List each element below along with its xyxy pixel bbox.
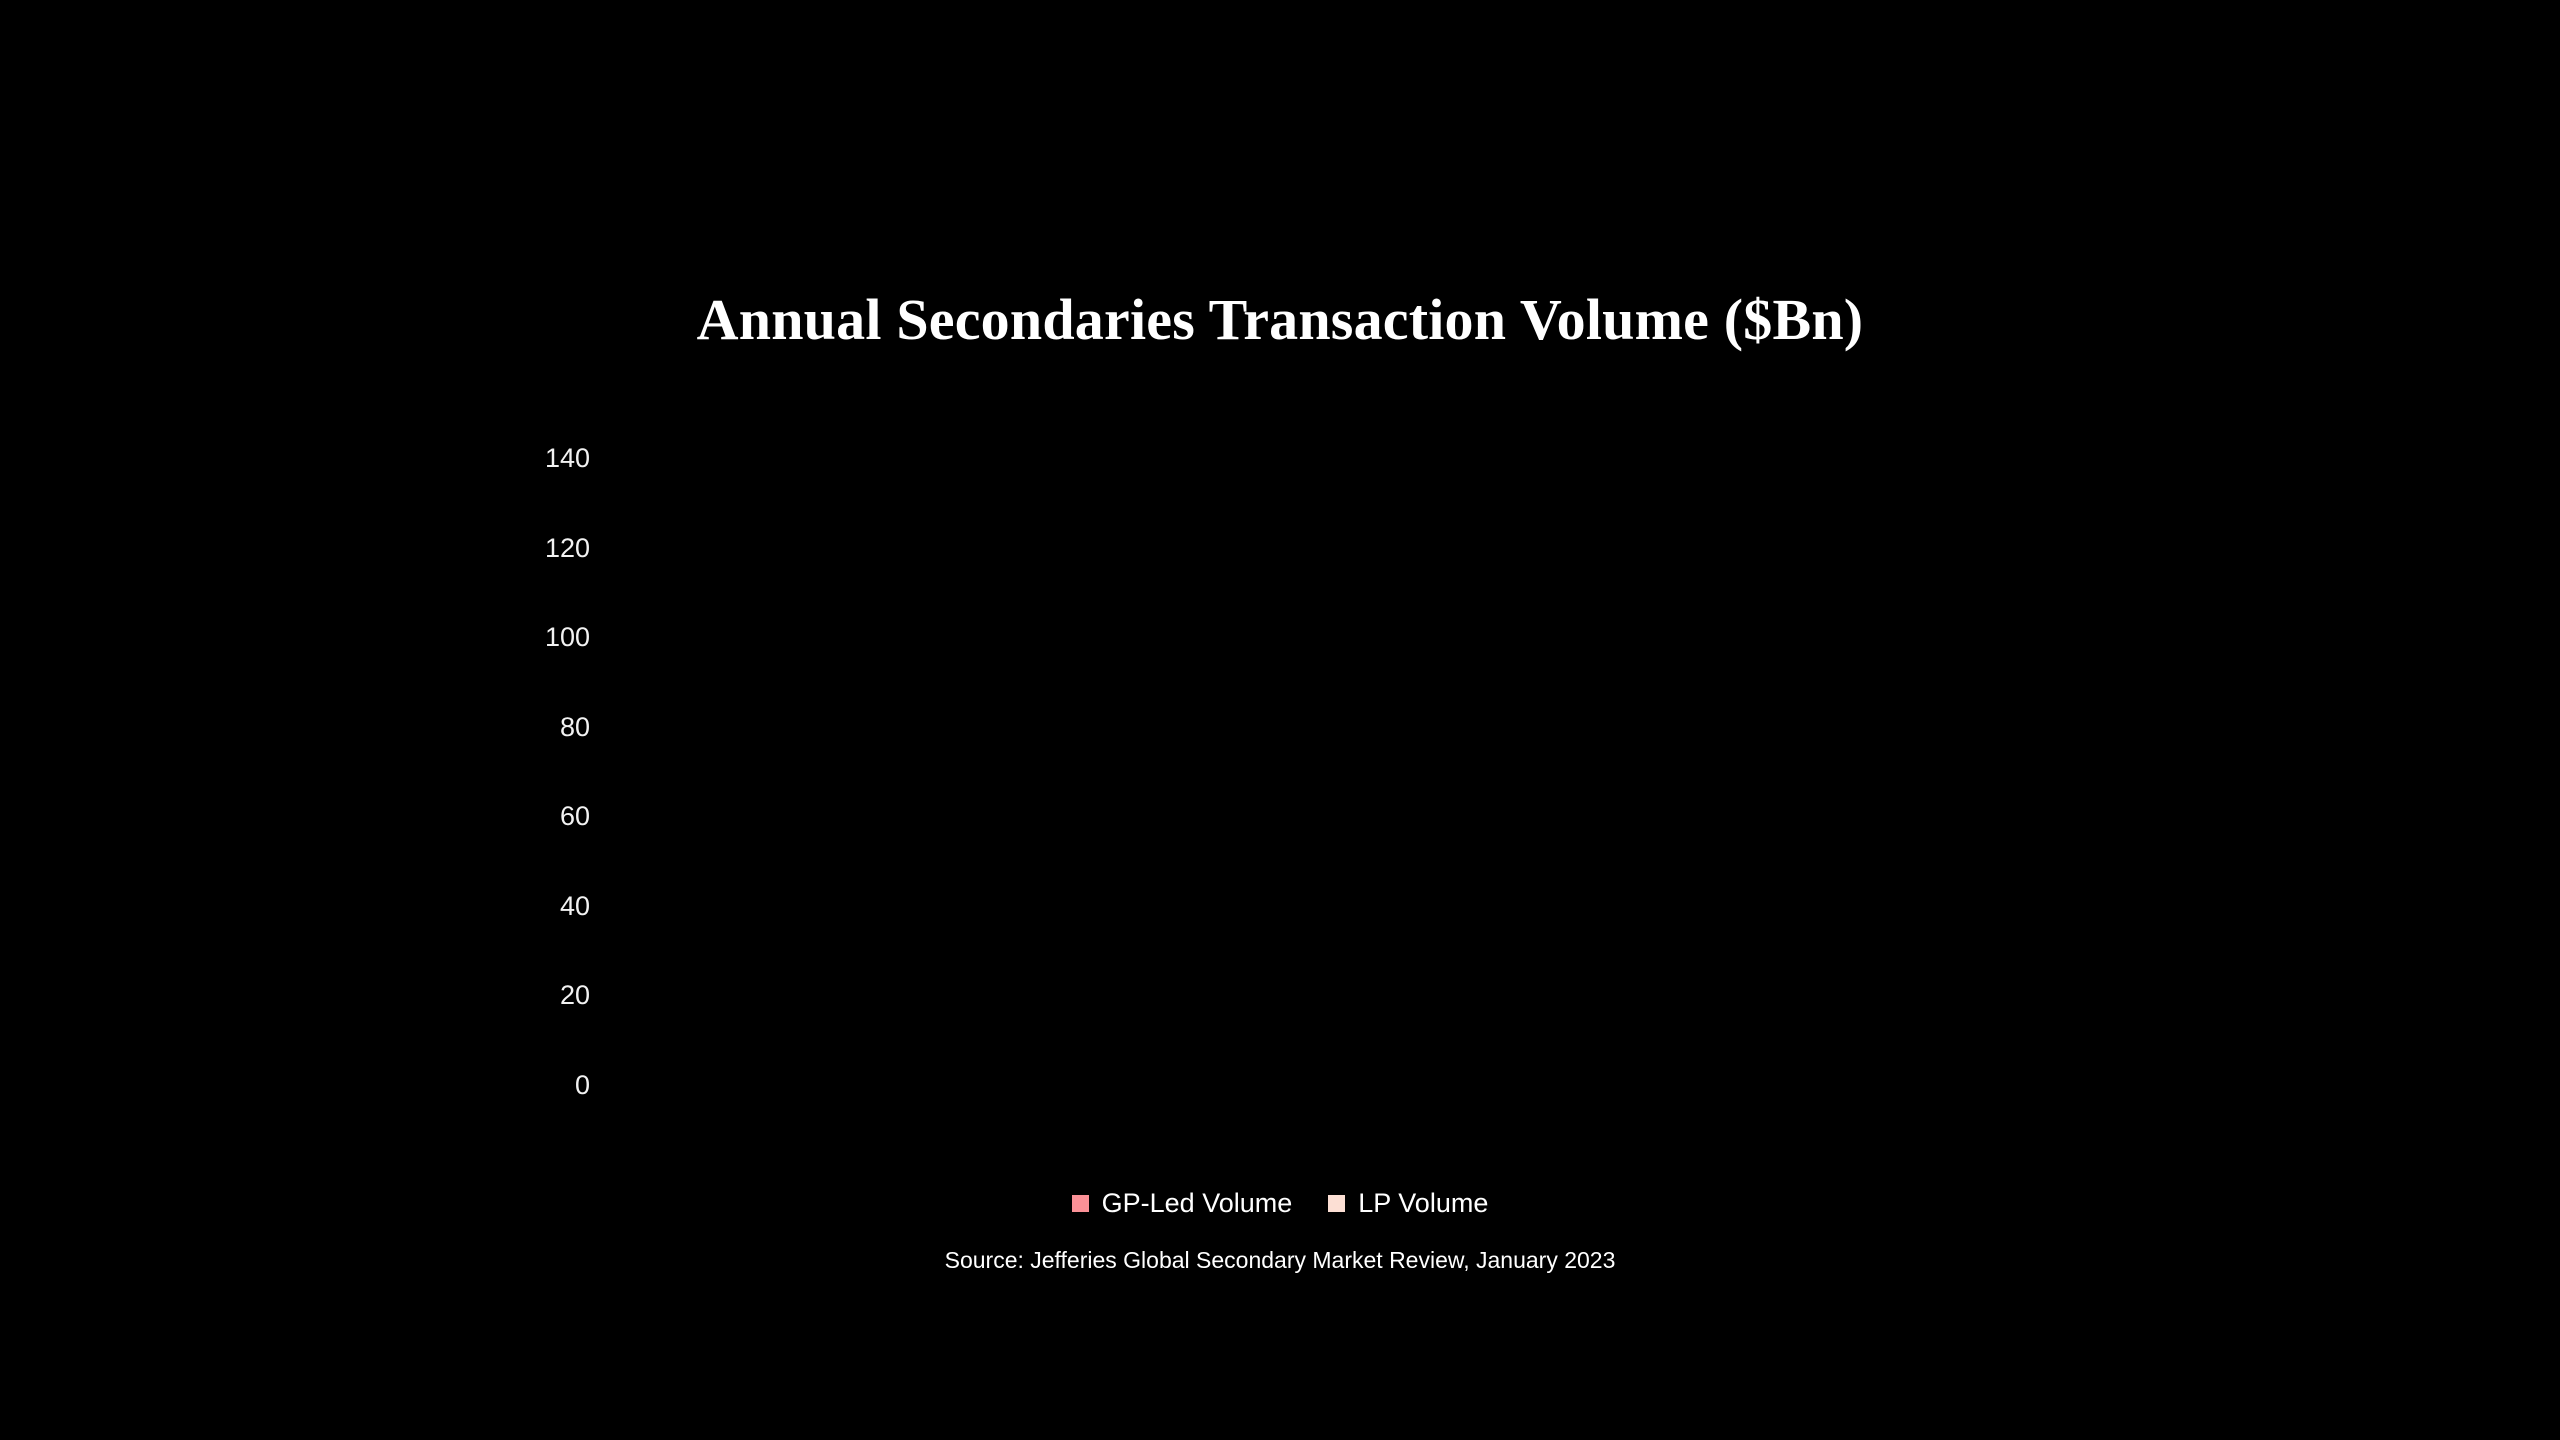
legend-item[interactable]: GP-Led Volume bbox=[1071, 1188, 1293, 1218]
y-axis-tick-label: 80 bbox=[559, 711, 590, 742]
y-axis-tick-label: 140 bbox=[544, 443, 590, 473]
y-axis-tick-label: 20 bbox=[559, 980, 590, 1011]
legend-swatch-icon bbox=[1071, 1195, 1089, 1212]
y-axis-tick-label: 0 bbox=[574, 1070, 590, 1100]
source-note: Source: Jefferies Global Secondary Marke… bbox=[944, 1247, 1616, 1273]
legend-item-label: GP-Led Volume bbox=[1101, 1188, 1293, 1218]
y-axis-tick-label: 120 bbox=[544, 532, 590, 563]
legend-item[interactable]: LP Volume bbox=[1328, 1190, 1488, 1217]
y-axis-tick-label: 100 bbox=[544, 622, 590, 653]
y-axis-tick-label: 60 bbox=[559, 801, 590, 832]
legend-swatch-icon bbox=[1328, 1195, 1346, 1212]
y-axis: 0 20 40 60 80 100 120 140 bbox=[420, 0, 590, 1440]
y-axis-tick-label: 40 bbox=[559, 890, 590, 921]
chart-title: Annual Secondaries Transaction Volume ($… bbox=[696, 287, 1864, 352]
chart-legend: GP-Led Volume LP Volume bbox=[0, 1190, 2560, 1217]
legend-item-label: LP Volume bbox=[1358, 1188, 1489, 1218]
